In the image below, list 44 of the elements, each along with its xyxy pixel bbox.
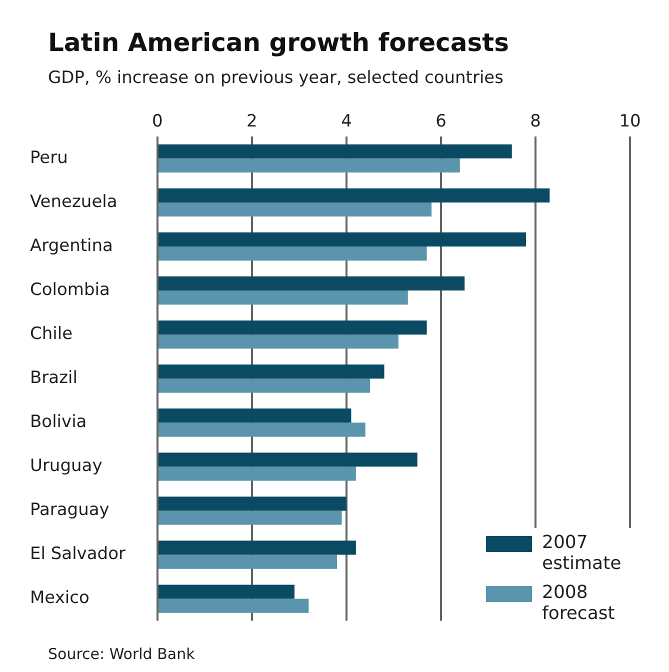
bar <box>158 320 427 335</box>
x-tick-label: 0 <box>152 112 163 132</box>
y-tick-label: Colombia <box>30 280 110 300</box>
bar <box>158 232 526 246</box>
y-tick-label: Mexico <box>30 588 90 608</box>
bar <box>158 598 309 613</box>
y-tick-label: Chile <box>30 324 73 344</box>
bar <box>158 158 460 173</box>
bar <box>158 466 356 481</box>
y-tick-label: Venezuela <box>30 192 118 212</box>
bar <box>158 496 346 511</box>
x-tick-label: 4 <box>341 112 352 132</box>
bar <box>158 276 465 291</box>
bar <box>158 554 338 569</box>
bar <box>158 452 418 467</box>
chart-subtitle: GDP, % increase on previous year, selected countries <box>48 68 504 88</box>
x-tick-label: 2 <box>246 112 258 132</box>
bar <box>158 584 294 599</box>
legend-label: 2007 estimate <box>542 532 622 574</box>
bar <box>158 246 427 261</box>
bar <box>158 408 352 423</box>
bar <box>158 378 370 393</box>
bar <box>158 144 512 158</box>
y-tick-label: El Salvador <box>30 544 126 564</box>
x-tick-label: 8 <box>530 112 541 132</box>
source-note: Source: World Bank <box>48 645 195 663</box>
bar <box>158 510 342 525</box>
y-tick-label: Paraguay <box>30 500 110 520</box>
bar <box>158 422 366 437</box>
bar <box>158 290 408 305</box>
y-tick-label: Brazil <box>30 368 78 388</box>
legend-label: 2008 forecast <box>542 582 616 624</box>
x-tick-label: 6 <box>436 112 446 132</box>
y-tick-label: Peru <box>30 148 68 168</box>
x-tick-label: 10 <box>619 112 641 132</box>
chart-title: Latin American growth forecasts <box>48 28 509 57</box>
bar <box>158 202 432 217</box>
bar <box>158 188 550 202</box>
y-tick-label: Bolivia <box>30 412 87 432</box>
y-tick-label: Uruguay <box>30 456 102 476</box>
y-tick-label: Argentina <box>30 236 113 256</box>
bar <box>158 364 384 379</box>
bar <box>158 334 398 349</box>
bar <box>158 540 356 555</box>
